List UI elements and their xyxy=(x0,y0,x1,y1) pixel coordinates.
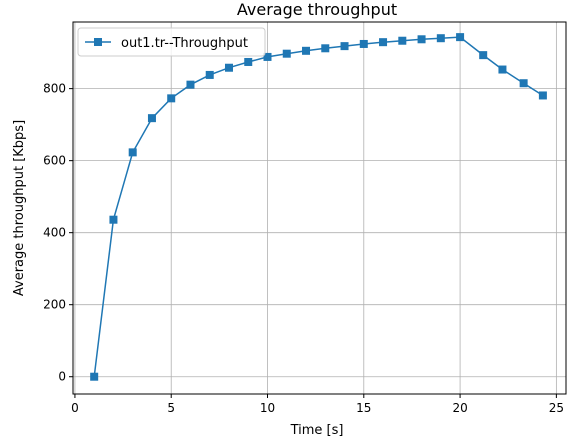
data-point xyxy=(538,91,547,100)
series-group xyxy=(90,33,547,381)
legend-marker xyxy=(94,38,102,46)
data-point xyxy=(519,79,528,88)
data-point xyxy=(128,148,137,157)
y-tick-label-2: 400 xyxy=(43,226,66,240)
data-point xyxy=(109,215,118,224)
y-tick-label-4: 800 xyxy=(43,82,66,96)
data-point xyxy=(224,63,233,72)
y-axis: 0 200 400 600 800 xyxy=(43,82,73,384)
y-axis-label: Average throughput [Kbps] xyxy=(12,120,27,296)
legend: out1.tr--Throughput xyxy=(77,27,266,57)
data-point xyxy=(205,70,214,79)
data-point xyxy=(498,65,507,74)
data-point xyxy=(282,49,291,58)
x-tick-label-0: 0 xyxy=(71,401,79,415)
data-point xyxy=(417,35,426,44)
data-point xyxy=(479,51,488,60)
data-point xyxy=(436,34,445,43)
data-point xyxy=(90,372,99,381)
y-tick-label-1: 200 xyxy=(43,298,66,312)
data-point xyxy=(186,80,195,89)
x-tick-label-3: 15 xyxy=(356,401,371,415)
data-point xyxy=(398,36,407,45)
x-axis: 0 5 10 15 20 25 xyxy=(71,394,564,415)
data-point xyxy=(359,39,368,48)
data-point xyxy=(321,44,330,53)
grid xyxy=(73,22,566,394)
x-tick-label-1: 5 xyxy=(167,401,175,415)
data-point xyxy=(340,42,349,51)
series-line-0 xyxy=(93,36,544,377)
y-tick-label-3: 600 xyxy=(43,154,66,168)
data-point xyxy=(456,33,465,42)
data-point xyxy=(147,114,156,123)
x-tick-label-4: 20 xyxy=(452,401,467,415)
data-point xyxy=(244,57,253,66)
data-point xyxy=(263,52,272,61)
x-tick-label-5: 25 xyxy=(549,401,564,415)
y-tick-label-0: 0 xyxy=(58,370,66,384)
legend-label: out1.tr--Throughput xyxy=(121,36,248,51)
data-point xyxy=(167,94,176,103)
data-point xyxy=(302,46,311,55)
legend-box xyxy=(77,27,266,57)
x-axis-label: Time [s] xyxy=(290,423,344,438)
data-point xyxy=(379,38,388,47)
plot-area-frame xyxy=(72,21,567,395)
chart-title: Average throughput xyxy=(237,0,397,19)
x-tick-label-2: 10 xyxy=(260,401,275,415)
